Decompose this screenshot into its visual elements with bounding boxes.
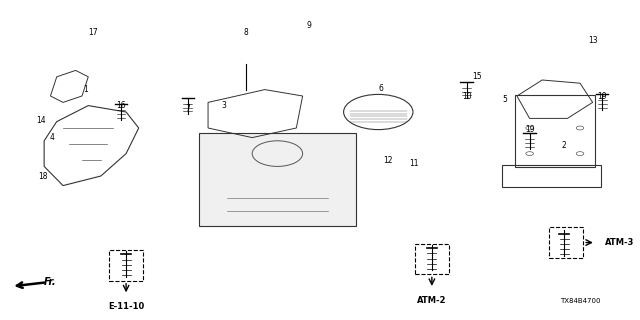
Text: 9: 9 — [307, 21, 312, 30]
Text: 14: 14 — [36, 116, 46, 124]
Text: 13: 13 — [588, 36, 598, 44]
Text: 2: 2 — [562, 141, 566, 150]
Text: 6: 6 — [379, 84, 384, 92]
Text: 5: 5 — [502, 95, 507, 104]
Text: 12: 12 — [383, 156, 393, 164]
Text: 3: 3 — [221, 101, 227, 110]
Text: 1: 1 — [83, 85, 88, 94]
Text: Fr.: Fr. — [44, 276, 57, 287]
Text: 8: 8 — [243, 28, 248, 36]
Text: 15: 15 — [472, 72, 481, 81]
Text: 19: 19 — [525, 125, 534, 134]
Text: 4: 4 — [49, 133, 54, 142]
Text: E-11-10: E-11-10 — [108, 302, 144, 311]
Text: 11: 11 — [409, 159, 419, 168]
Text: 17: 17 — [88, 28, 98, 36]
Text: ATM-2: ATM-2 — [417, 296, 447, 305]
FancyBboxPatch shape — [198, 133, 356, 226]
Text: 7: 7 — [186, 104, 190, 113]
Text: 19: 19 — [597, 92, 607, 100]
Text: ATM-3: ATM-3 — [605, 238, 635, 247]
Text: TX84B4700: TX84B4700 — [560, 299, 600, 304]
Text: 18: 18 — [38, 172, 47, 180]
Text: 10: 10 — [461, 92, 471, 100]
Text: 16: 16 — [116, 101, 126, 110]
